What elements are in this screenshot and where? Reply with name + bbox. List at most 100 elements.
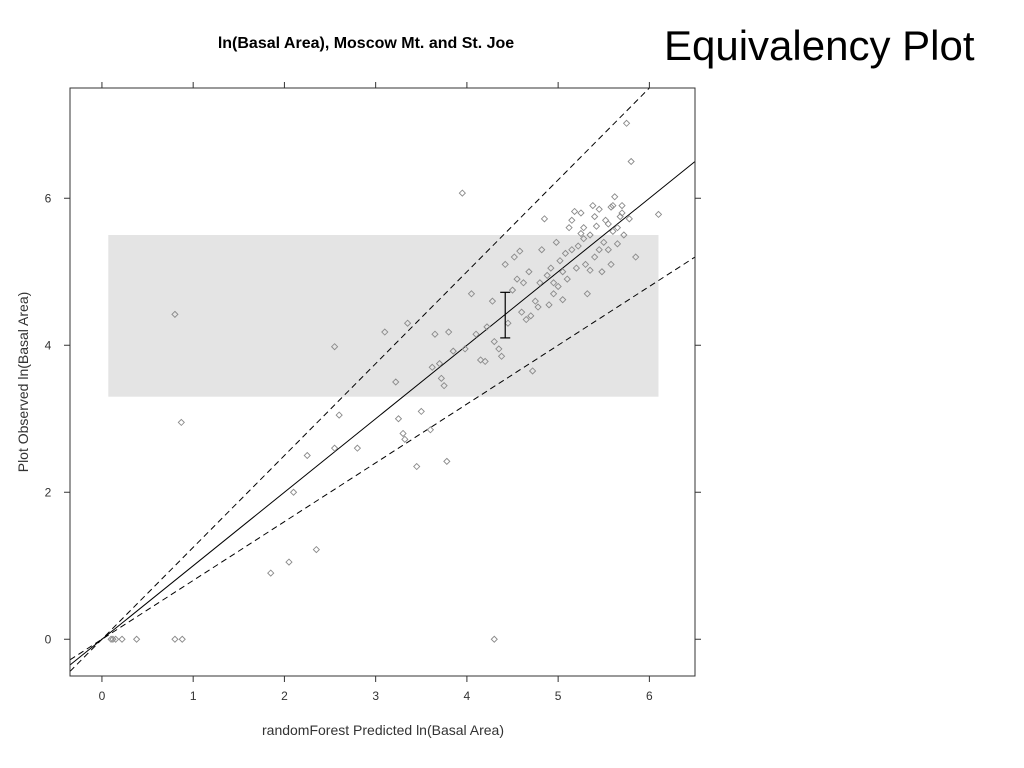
scatter-point bbox=[534, 303, 542, 311]
scatter-point bbox=[440, 382, 448, 390]
scatter-point bbox=[171, 635, 179, 643]
y-tick-label: 0 bbox=[45, 632, 52, 646]
scatter-point bbox=[554, 282, 562, 291]
scatter-point bbox=[177, 418, 185, 427]
scatter-point bbox=[598, 268, 606, 276]
scatter-point bbox=[559, 268, 567, 276]
interval-bar-layer bbox=[500, 291, 511, 339]
scatter-point bbox=[303, 451, 311, 460]
scatter-point bbox=[490, 337, 498, 346]
scatter-point bbox=[431, 330, 439, 338]
scatter-point bbox=[490, 635, 498, 643]
scatter-point bbox=[568, 216, 576, 224]
scatter-point bbox=[536, 279, 544, 287]
scatter-point bbox=[428, 363, 436, 371]
scatter-point bbox=[472, 330, 480, 338]
scatter-point bbox=[604, 246, 612, 254]
scatter-point bbox=[581, 260, 590, 269]
scatter-point bbox=[595, 205, 603, 213]
scatter-point bbox=[111, 635, 120, 643]
scatter-point bbox=[312, 545, 320, 554]
scatter-point bbox=[399, 429, 407, 438]
scatter-point bbox=[392, 378, 400, 386]
scatter-point bbox=[556, 257, 564, 265]
scatter-point bbox=[403, 319, 412, 327]
y-tick-label: 4 bbox=[45, 338, 52, 352]
scatter-point bbox=[549, 279, 558, 287]
scatter-point bbox=[604, 220, 612, 228]
scatter-point bbox=[510, 253, 518, 261]
scatter-point bbox=[590, 253, 599, 261]
scatter-point bbox=[618, 201, 626, 210]
scatter-point bbox=[518, 308, 526, 316]
plot-frame bbox=[69, 87, 696, 677]
scatter-point bbox=[572, 264, 581, 272]
scatter-point bbox=[401, 435, 409, 443]
scatter-point bbox=[289, 488, 298, 496]
scatter-point bbox=[118, 635, 126, 643]
dashed-bound-line-1 bbox=[70, 88, 651, 672]
scatter-point bbox=[522, 315, 530, 324]
scatter-point bbox=[458, 189, 466, 197]
scatter-point bbox=[109, 635, 117, 643]
scatter-point bbox=[497, 352, 506, 360]
slide-title: Equivalency Plot bbox=[664, 22, 975, 69]
scatter-point bbox=[449, 347, 457, 355]
scatter-point bbox=[435, 359, 444, 368]
x-axis-label: randomForest Predicted ln(Basal Area) bbox=[262, 722, 504, 738]
scatter-point bbox=[592, 222, 601, 230]
scatter-point bbox=[561, 249, 570, 258]
y-axis-label: Plot Observed ln(Basal Area) bbox=[15, 292, 31, 473]
chart-title: ln(Basal Area), Moscow Mt. and St. Joe bbox=[218, 35, 514, 52]
identity-line bbox=[70, 161, 695, 666]
scatter-point bbox=[577, 209, 585, 217]
scatter-point bbox=[483, 323, 491, 331]
scatter-point bbox=[580, 235, 588, 243]
scatter-point bbox=[559, 296, 567, 304]
reference-lines-layer bbox=[70, 88, 695, 672]
scatter-point bbox=[488, 297, 497, 305]
x-tick-label: 1 bbox=[190, 689, 197, 703]
scatter-point bbox=[443, 457, 451, 466]
scatter-point bbox=[543, 271, 551, 280]
scatter-point bbox=[563, 275, 571, 283]
scatter-point bbox=[528, 367, 537, 375]
scatter-point bbox=[600, 238, 608, 246]
scatter-point bbox=[613, 224, 622, 232]
scatter-point bbox=[525, 268, 533, 276]
scatter-point bbox=[570, 207, 579, 216]
scatter-point bbox=[547, 264, 555, 272]
scatter-point bbox=[267, 569, 275, 577]
scatter-point bbox=[481, 357, 489, 366]
scatter-point bbox=[580, 224, 588, 232]
scatter-point bbox=[590, 212, 599, 221]
scatter-point bbox=[413, 462, 421, 471]
scatter-point bbox=[171, 310, 179, 319]
scatter-point bbox=[609, 227, 617, 235]
scatter-point bbox=[330, 343, 339, 351]
scatter-point bbox=[527, 312, 535, 320]
equivalence-region-layer bbox=[108, 235, 659, 397]
scatter-point bbox=[540, 215, 549, 223]
scatter-point bbox=[394, 415, 403, 423]
scatter-point bbox=[620, 231, 628, 239]
scatter-point bbox=[607, 260, 615, 269]
scatter-point bbox=[516, 247, 524, 255]
x-tick-label: 2 bbox=[281, 689, 288, 703]
scatter-point bbox=[426, 426, 435, 434]
scatter-point bbox=[586, 231, 594, 239]
scatter-point bbox=[549, 290, 558, 298]
y-tick-label: 6 bbox=[45, 191, 52, 205]
scatter-point bbox=[501, 260, 509, 269]
scatter-point bbox=[625, 215, 633, 223]
scatter-point bbox=[568, 246, 576, 254]
scatter-point bbox=[437, 374, 445, 382]
scatter-point bbox=[622, 119, 631, 127]
scatter-point bbox=[632, 253, 640, 261]
scatter-point bbox=[552, 238, 560, 246]
scatter-point bbox=[545, 301, 553, 309]
x-tick-label: 4 bbox=[464, 689, 471, 703]
scatter-point bbox=[467, 290, 476, 298]
